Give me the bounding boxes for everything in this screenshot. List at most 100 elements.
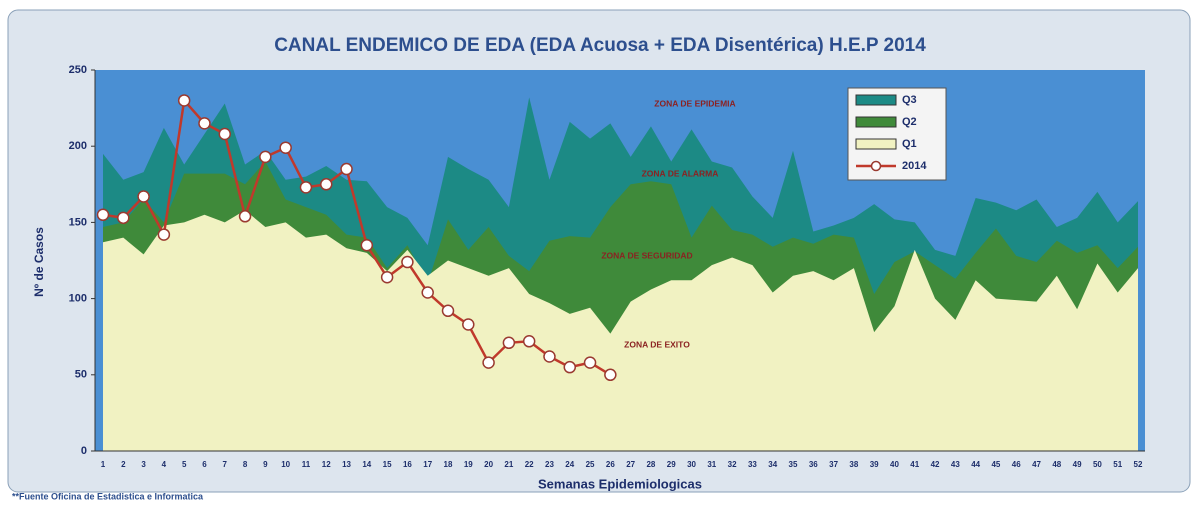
point [279,141,292,154]
point [583,356,597,369]
legend-swatch [855,116,897,128]
point [401,255,414,269]
legend-label: 2014 [902,160,927,172]
point [563,360,577,374]
point [380,271,394,284]
x-axis-label: Semanas Epidemiologicas [538,476,702,491]
legend-swatch [855,94,897,106]
x-tick-label: 40 [890,460,899,469]
x-tick-label: 20 [484,460,493,469]
point [259,150,272,164]
x-tick-label: 10 [281,460,290,469]
x-tick-label: 42 [931,460,940,469]
y-tick-label: 150 [69,216,87,228]
point [502,336,516,350]
x-tick-label: 1 [101,460,106,469]
point [96,208,110,222]
x-tick-label: 6 [202,460,207,469]
point [117,211,130,225]
legend-swatch [855,138,897,150]
x-tick-label: 15 [383,460,392,469]
area [103,210,1138,451]
point [177,94,191,107]
y-tick-label: 0 [81,445,87,457]
y-tick-label: 250 [69,64,87,76]
chart-title: CANAL ENDEMICO DE EDA (EDA Acuosa + EDA … [274,35,926,56]
point [522,335,536,348]
x-tick-label: 37 [829,460,838,469]
x-tick-label: 26 [606,460,615,469]
zone-label: ZONA DE ALARMA [642,168,719,178]
legend-label: Q2 [902,116,917,128]
x-tick-label: 36 [809,460,818,469]
x-tick-label: 34 [768,460,777,469]
x-tick-label: 30 [687,460,696,469]
point [137,190,150,203]
x-tick-label: 3 [141,460,146,469]
point [482,356,495,369]
x-tick-label: 47 [1032,460,1041,469]
x-tick-label: 21 [504,460,513,469]
x-tick-label: 33 [748,460,757,469]
source-note: **Fuente Oficina de Estadistica e Inform… [12,491,204,501]
x-tick-label: 18 [444,460,453,469]
point [543,350,556,363]
x-tick-label: 41 [910,460,919,469]
point [218,127,232,141]
point [441,304,455,318]
point [421,286,434,299]
point [238,210,252,223]
x-tick-label: 48 [1052,460,1061,469]
y-axis-label: Nº de Casos [32,227,46,297]
x-tick-label: 17 [423,460,432,469]
point [340,162,353,176]
x-tick-label: 45 [991,460,1000,469]
x-tick-label: 2 [121,460,126,469]
point [198,117,211,130]
legend-label: Q3 [902,94,917,106]
x-tick-label: 11 [302,460,311,469]
x-tick-label: 5 [182,460,187,469]
x-tick-label: 38 [849,460,858,469]
zone-label: ZONA DE EXITO [624,339,690,349]
x-tick-label: 19 [464,460,473,469]
x-tick-label: 44 [971,460,980,469]
x-tick-label: 35 [789,460,798,469]
x-tick-label: 50 [1093,460,1102,469]
x-tick-label: 8 [243,460,248,469]
x-tick-label: 43 [951,460,960,469]
y-tick-label: 200 [69,140,87,152]
x-tick-label: 22 [525,460,534,469]
x-tick-label: 16 [403,460,412,469]
y-tick-label: 100 [69,293,87,305]
legend-label: Q1 [902,138,917,150]
x-tick-label: 29 [667,460,676,469]
zone-label: ZONA DE EPIDEMIA [654,98,735,108]
plot [95,70,1145,451]
zone-label: ZONA DE SEGURIDAD [601,250,692,260]
x-tick-label: 24 [565,460,574,469]
x-tick-label: 13 [342,460,351,469]
x-tick-label: 23 [545,460,554,469]
x-tick-label: 28 [646,460,655,469]
x-tick-label: 51 [1113,460,1122,469]
x-tick-label: 31 [707,460,716,469]
x-tick-label: 27 [626,460,635,469]
x-tick-label: 4 [162,460,167,469]
point [157,228,171,241]
x-tick-label: 7 [223,460,228,469]
point [319,178,333,191]
x-tick-label: 49 [1073,460,1082,469]
point [360,239,374,252]
point [299,181,313,194]
x-tick-label: 12 [322,460,331,469]
legend-marker [870,160,882,172]
x-tick-label: 9 [263,460,268,469]
point [462,318,475,331]
x-tick-label: 39 [870,460,879,469]
x-tick-label: 46 [1012,460,1021,469]
x-tick-label: 25 [586,460,595,469]
point [604,368,617,382]
x-tick-label: 32 [728,460,737,469]
